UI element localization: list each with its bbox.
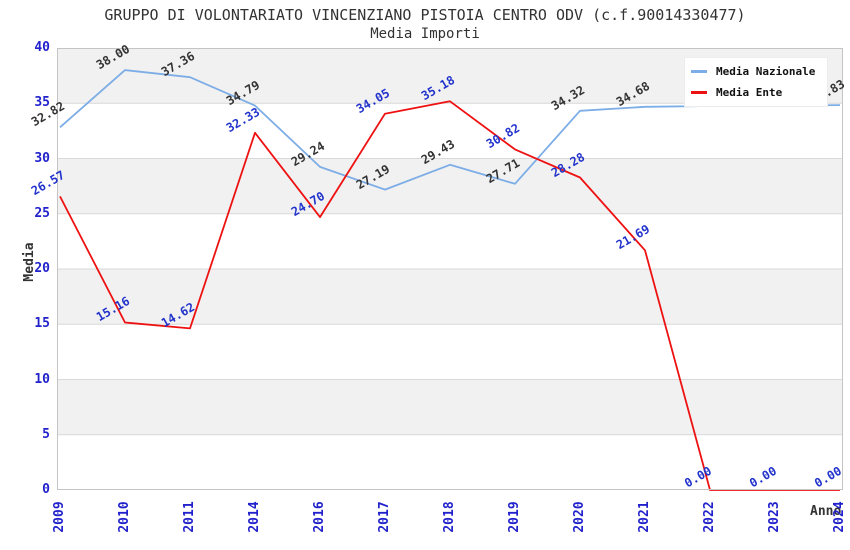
y-tick-label: 25: [34, 205, 50, 221]
media-ente-line-swatch: [691, 91, 707, 94]
x-tick-label: 2017: [377, 501, 392, 533]
y-tick-label: 0: [42, 482, 50, 497]
legend: Media Nazionale Media Ente: [684, 57, 828, 107]
plot-border: [57, 48, 843, 490]
grid-band: [57, 103, 843, 159]
x-tick-label: 2019: [507, 501, 522, 533]
y-tick-label: 15: [34, 316, 50, 332]
grid-band: [57, 158, 843, 214]
grid-band: [57, 379, 843, 435]
x-tick-label: 2024: [832, 501, 847, 533]
grid-band: [57, 213, 843, 269]
x-tick-label: 2011: [182, 501, 197, 533]
legend-label-media-nazionale: Media Nazionale: [716, 65, 816, 78]
x-tick-label: 2014: [247, 501, 262, 533]
x-tick-label: 2023: [767, 501, 782, 533]
y-tick-label: 30: [34, 150, 50, 166]
media-nazionale-line-swatch: [691, 70, 707, 73]
y-tick-label: 20: [34, 261, 50, 276]
chart-subtitle: Media Importi: [370, 26, 480, 42]
x-axis-title: Anno: [810, 504, 842, 519]
y-tick-label: 10: [34, 371, 50, 387]
x-tick-label: 2010: [117, 501, 132, 533]
y-tick-label: 35: [34, 95, 50, 111]
x-tick-label: 2020: [572, 501, 587, 533]
grid-band: [57, 324, 843, 380]
x-tick-label: 2018: [442, 501, 457, 533]
grid-band: [57, 269, 843, 325]
legend-item-media-nazionale: Media Nazionale: [691, 61, 821, 82]
y-tick-label: 5: [42, 426, 50, 442]
x-tick-label: 2021: [637, 501, 652, 533]
grid-band: [57, 434, 843, 490]
line-chart-svg: [57, 48, 843, 491]
legend-label-media-ente: Media Ente: [716, 86, 783, 99]
legend-item-media-ente: Media Ente: [691, 82, 821, 103]
x-tick-label: 2022: [702, 501, 717, 533]
y-tick-label: 40: [34, 40, 50, 55]
x-tick-label: 2009: [52, 501, 67, 533]
x-tick-label: 2016: [312, 501, 327, 533]
plot-area: [57, 48, 843, 491]
chart-title: GRUPPO DI VOLONTARIATO VINCENZIANO PISTO…: [104, 6, 746, 24]
